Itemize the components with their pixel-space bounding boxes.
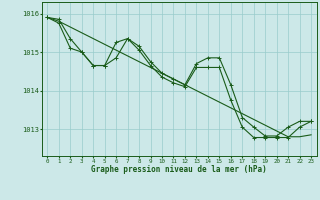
- X-axis label: Graphe pression niveau de la mer (hPa): Graphe pression niveau de la mer (hPa): [91, 165, 267, 174]
